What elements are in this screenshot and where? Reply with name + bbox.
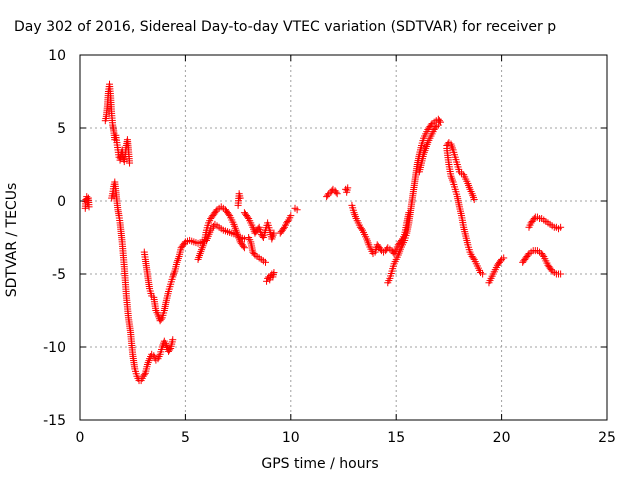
x-tick-label: 10 [282,430,300,446]
data-point-marker [524,251,532,259]
x-tick-label: 15 [387,430,405,446]
data-point-marker [469,254,477,262]
y-tick-label: -5 [52,267,66,283]
x-tick-label: 25 [598,430,616,446]
data-point-marker [293,206,301,214]
data-point-marker [465,181,473,189]
data-point-marker [333,190,341,198]
data-point-marker [169,271,177,279]
data-point-marker [557,270,565,278]
data-point-marker [144,359,152,367]
data-point-marker [240,235,248,243]
chart-title: Day 302 of 2016, Sidereal Day-to-day VTE… [14,19,557,35]
tick-layer: 0 5 10 15 20 25 -15 -10 -5 0 5 10 [43,48,616,446]
data-point-marker [270,269,278,277]
data-point-marker [169,336,177,344]
data-point-marker [497,257,505,265]
data-point-marker [344,184,352,192]
data-point-marker [174,254,182,262]
data-point-marker [435,117,443,125]
data-point-marker [357,225,365,233]
y-tick-label: -10 [43,340,66,356]
data-point-marker [547,266,555,274]
data-point-marker [236,194,244,202]
grid-layer [80,55,607,420]
y-tick-label: 0 [57,194,66,210]
data-point-marker [427,121,435,129]
data-point-marker [448,176,456,184]
x-axis-label: GPS time / hours [261,456,379,472]
data-point-marker [174,256,182,264]
data-point-marker [270,229,278,237]
data-point-marker [448,174,456,182]
data-point-marker [431,124,439,132]
x-tick-label: 0 [76,430,85,446]
data-point-marker [376,245,384,253]
data-point-marker [351,213,359,221]
data-point-marker [287,212,295,220]
y-axis-label: SDTVAR / TECUs [4,182,20,298]
y-tick-label: 5 [57,121,66,137]
data-point-marker [239,242,247,250]
data-point-marker [140,371,148,379]
data-point-marker [364,239,372,247]
data-point-marker [500,254,508,262]
y-tick-label: 10 [48,48,66,64]
data-point-marker [465,183,473,191]
data-point-marker [557,223,565,231]
data-point-marker [324,191,332,199]
data-point-marker [470,196,478,204]
data-point-marker [126,159,134,167]
data-point-marker [363,237,371,245]
data-point-marker [212,207,220,215]
data-point-marker [332,188,340,196]
data-point-marker [279,225,287,233]
data-point-marker [539,251,547,259]
data-point-marker [479,270,487,278]
data-point-marker [262,258,270,266]
data-point-marker [284,217,292,225]
y-tick-label: -15 [43,413,66,429]
points-layer [81,80,565,385]
x-tick-label: 20 [493,430,511,446]
data-point-marker [469,192,477,200]
data-point-marker [469,194,477,202]
data-point-marker [434,121,442,129]
data-point-marker [263,277,271,285]
data-point-marker [170,269,178,277]
data-point-marker [85,203,93,211]
data-point-marker [225,210,233,218]
data-point-marker [244,213,252,221]
data-point-marker [351,211,359,219]
data-point-marker [145,357,153,365]
plot-frame [79,54,608,421]
data-point-marker [166,346,174,354]
data-point-marker [157,315,165,323]
data-point-marker [240,244,248,252]
data-point-marker [250,250,258,258]
x-tick-label: 5 [181,430,190,446]
